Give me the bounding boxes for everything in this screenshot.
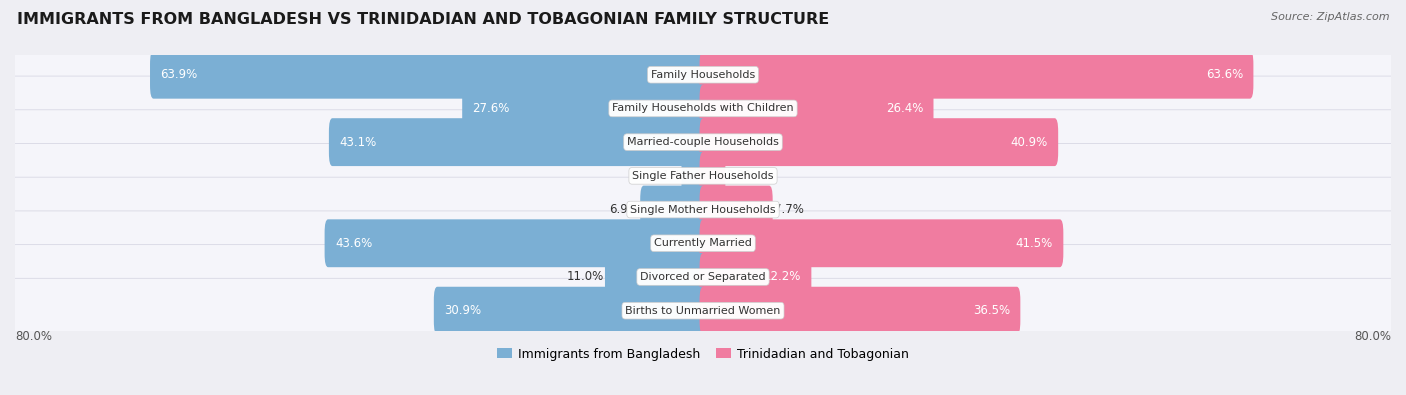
FancyBboxPatch shape (700, 186, 773, 233)
Text: 36.5%: 36.5% (973, 304, 1010, 317)
Text: 80.0%: 80.0% (1354, 330, 1391, 343)
Text: Married-couple Households: Married-couple Households (627, 137, 779, 147)
FancyBboxPatch shape (700, 51, 1253, 99)
Text: Single Father Households: Single Father Households (633, 171, 773, 181)
Text: 80.0%: 80.0% (15, 330, 52, 343)
Text: 12.2%: 12.2% (763, 271, 801, 284)
Text: 63.6%: 63.6% (1206, 68, 1243, 81)
Text: IMMIGRANTS FROM BANGLADESH VS TRINIDADIAN AND TOBAGONIAN FAMILY STRUCTURE: IMMIGRANTS FROM BANGLADESH VS TRINIDADIA… (17, 12, 830, 27)
FancyBboxPatch shape (11, 211, 1395, 276)
Text: Family Households: Family Households (651, 70, 755, 80)
FancyBboxPatch shape (11, 76, 1395, 141)
Text: 2.2%: 2.2% (727, 169, 756, 182)
Text: 43.6%: 43.6% (335, 237, 373, 250)
FancyBboxPatch shape (700, 85, 934, 132)
FancyBboxPatch shape (434, 287, 706, 335)
Text: 40.9%: 40.9% (1011, 135, 1047, 149)
Text: 2.1%: 2.1% (651, 169, 681, 182)
FancyBboxPatch shape (11, 177, 1395, 242)
Text: 6.9%: 6.9% (609, 203, 640, 216)
FancyBboxPatch shape (11, 110, 1395, 175)
Text: 41.5%: 41.5% (1015, 237, 1053, 250)
Text: 43.1%: 43.1% (339, 135, 377, 149)
Text: 63.9%: 63.9% (160, 68, 198, 81)
Text: Family Households with Children: Family Households with Children (612, 103, 794, 113)
FancyBboxPatch shape (325, 219, 706, 267)
Text: 26.4%: 26.4% (886, 102, 924, 115)
Text: 27.6%: 27.6% (472, 102, 510, 115)
Text: Source: ZipAtlas.com: Source: ZipAtlas.com (1271, 12, 1389, 22)
Text: Currently Married: Currently Married (654, 238, 752, 248)
FancyBboxPatch shape (700, 219, 1063, 267)
FancyBboxPatch shape (11, 143, 1395, 208)
FancyBboxPatch shape (700, 118, 1059, 166)
FancyBboxPatch shape (700, 287, 1021, 335)
FancyBboxPatch shape (11, 42, 1395, 107)
Text: Divorced or Separated: Divorced or Separated (640, 272, 766, 282)
FancyBboxPatch shape (605, 253, 706, 301)
FancyBboxPatch shape (11, 278, 1395, 343)
FancyBboxPatch shape (150, 51, 706, 99)
Text: 7.7%: 7.7% (773, 203, 803, 216)
Text: 30.9%: 30.9% (444, 304, 481, 317)
FancyBboxPatch shape (700, 253, 811, 301)
FancyBboxPatch shape (329, 118, 706, 166)
Text: Births to Unmarried Women: Births to Unmarried Women (626, 306, 780, 316)
Legend: Immigrants from Bangladesh, Trinidadian and Tobagonian: Immigrants from Bangladesh, Trinidadian … (498, 348, 908, 361)
FancyBboxPatch shape (463, 85, 706, 132)
FancyBboxPatch shape (11, 245, 1395, 309)
FancyBboxPatch shape (682, 152, 706, 200)
FancyBboxPatch shape (700, 152, 725, 200)
Text: 11.0%: 11.0% (567, 271, 605, 284)
Text: Single Mother Households: Single Mother Households (630, 205, 776, 214)
FancyBboxPatch shape (640, 186, 706, 233)
